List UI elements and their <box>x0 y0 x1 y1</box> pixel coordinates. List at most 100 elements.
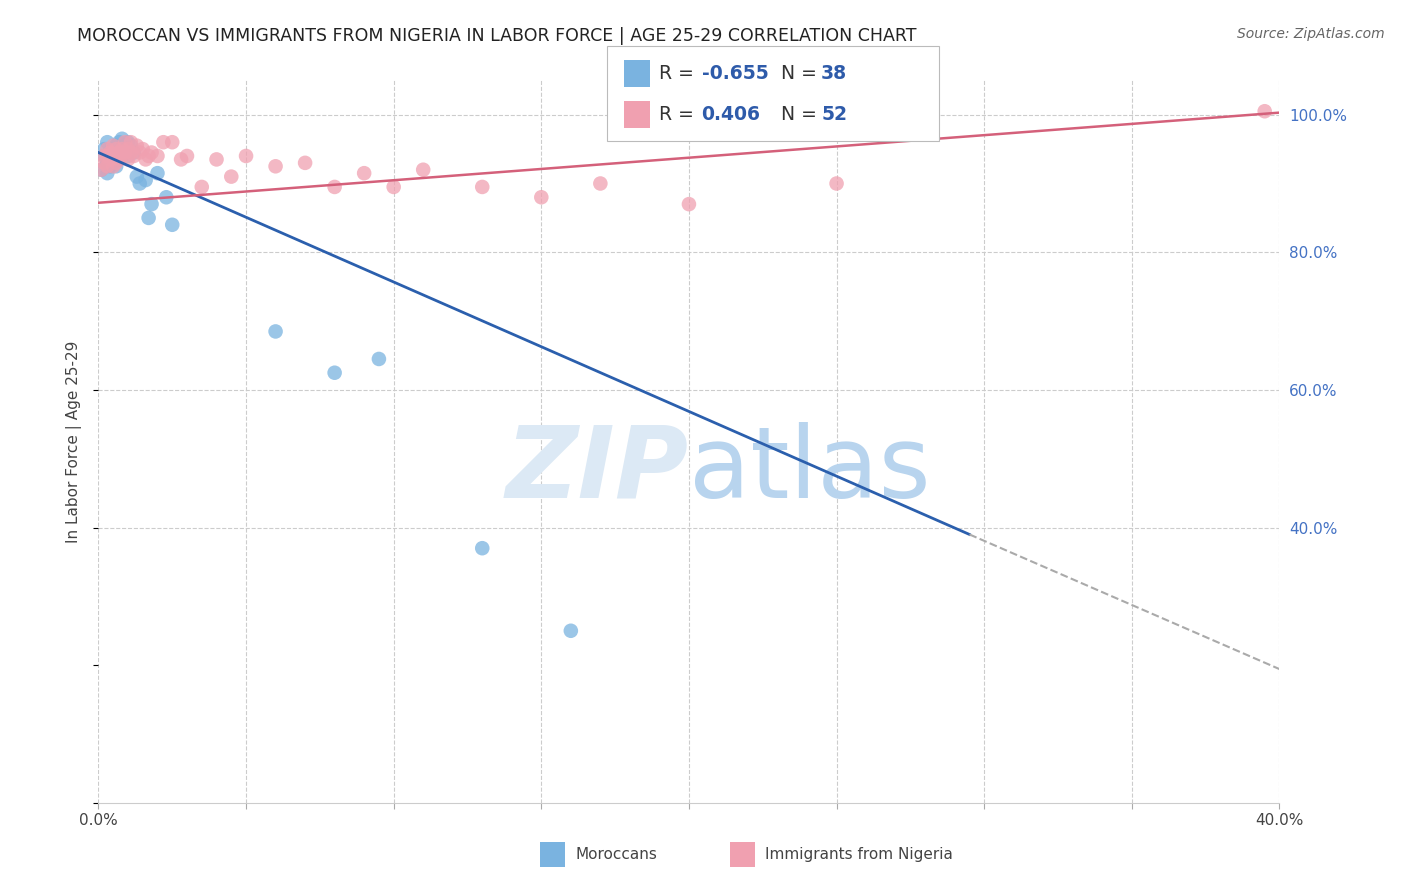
Point <box>105 149 128 163</box>
Point <box>471 180 494 194</box>
Point <box>132 142 155 156</box>
Point <box>96 166 118 180</box>
Point <box>103 156 125 170</box>
Point <box>103 159 125 173</box>
Point <box>103 149 125 163</box>
Point <box>98 145 121 160</box>
Point <box>560 624 582 638</box>
Point <box>93 149 115 163</box>
Point <box>122 149 145 163</box>
Point <box>138 149 160 163</box>
Point <box>125 138 148 153</box>
Y-axis label: In Labor Force | Age 25-29: In Labor Force | Age 25-29 <box>66 341 83 542</box>
Point <box>170 153 193 167</box>
Point <box>117 153 139 167</box>
Point <box>120 138 142 153</box>
Text: 52: 52 <box>821 104 846 124</box>
Point <box>146 166 169 180</box>
Point <box>111 149 134 163</box>
Point <box>1254 104 1277 119</box>
Point <box>98 153 121 167</box>
Point <box>114 135 136 149</box>
Point <box>96 149 118 163</box>
Point <box>98 159 121 173</box>
Point <box>90 162 112 177</box>
Point <box>103 138 125 153</box>
Point <box>114 145 136 160</box>
Point <box>323 180 346 194</box>
Point <box>103 149 125 163</box>
Point <box>353 166 375 180</box>
Point <box>108 153 131 167</box>
Point <box>264 159 287 173</box>
Point <box>155 190 177 204</box>
Text: Moroccans: Moroccans <box>575 847 657 862</box>
Point <box>471 541 494 556</box>
Point <box>98 153 121 167</box>
Point <box>105 138 128 153</box>
Point <box>530 190 553 204</box>
Text: R =: R = <box>659 104 706 124</box>
Point <box>117 142 139 156</box>
Point <box>589 177 612 191</box>
Text: 0.406: 0.406 <box>702 104 761 124</box>
Point <box>120 145 142 160</box>
Point <box>135 153 157 167</box>
Point <box>105 142 128 156</box>
Point <box>93 142 115 156</box>
Text: atlas: atlas <box>689 422 931 519</box>
Point <box>382 180 405 194</box>
Point <box>221 169 243 184</box>
Point <box>93 156 115 170</box>
Point <box>412 162 434 177</box>
Point <box>264 325 287 339</box>
Text: Source: ZipAtlas.com: Source: ZipAtlas.com <box>1237 27 1385 41</box>
Point <box>191 180 214 194</box>
Point <box>141 145 163 160</box>
Point <box>93 149 115 163</box>
Point <box>323 366 346 380</box>
Point <box>825 177 848 191</box>
Point <box>105 159 128 173</box>
Point <box>108 135 131 149</box>
Point <box>138 211 160 225</box>
Point <box>111 145 134 160</box>
Point <box>108 153 131 167</box>
Text: N =: N = <box>769 63 823 83</box>
Point <box>103 142 125 156</box>
Point <box>120 135 142 149</box>
Point <box>176 149 198 163</box>
Text: ZIP: ZIP <box>506 422 689 519</box>
Text: MOROCCAN VS IMMIGRANTS FROM NIGERIA IN LABOR FORCE | AGE 25-29 CORRELATION CHART: MOROCCAN VS IMMIGRANTS FROM NIGERIA IN L… <box>77 27 917 45</box>
Point <box>146 149 169 163</box>
Point <box>96 142 118 156</box>
Point <box>96 156 118 170</box>
Text: R =: R = <box>659 63 700 83</box>
Point <box>108 145 131 160</box>
Point <box>205 153 228 167</box>
Point <box>108 142 131 156</box>
Point <box>96 135 118 149</box>
Point <box>105 156 128 170</box>
Point <box>678 197 700 211</box>
Point <box>114 138 136 153</box>
Point <box>117 149 139 163</box>
Point <box>96 159 118 173</box>
Point <box>152 135 174 149</box>
Point <box>111 142 134 156</box>
Point <box>128 177 150 191</box>
Text: Immigrants from Nigeria: Immigrants from Nigeria <box>765 847 953 862</box>
Point <box>141 197 163 211</box>
Point <box>162 218 183 232</box>
Text: 38: 38 <box>821 63 848 83</box>
Point <box>90 162 112 177</box>
Point <box>111 132 134 146</box>
Point <box>294 156 316 170</box>
Point <box>122 145 145 160</box>
Point <box>368 351 391 366</box>
Text: N =: N = <box>769 104 823 124</box>
Point <box>98 145 121 160</box>
Point <box>125 169 148 184</box>
Point <box>235 149 257 163</box>
Point <box>105 145 128 160</box>
